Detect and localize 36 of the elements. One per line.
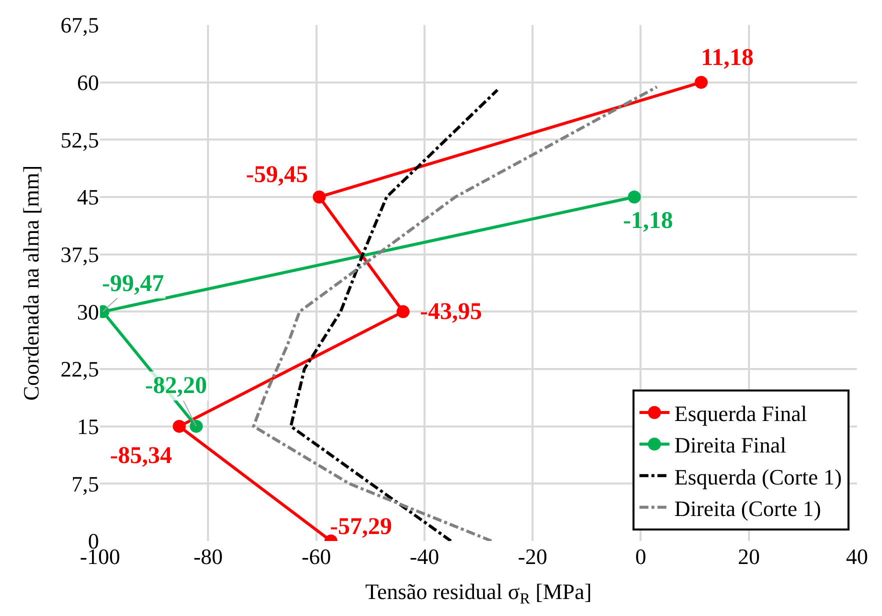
y-tick-label: 45 bbox=[77, 184, 99, 210]
x-tick-label: -60 bbox=[302, 544, 331, 569]
legend-label: Direita Final bbox=[674, 432, 786, 458]
y-tick-label: 15 bbox=[77, 414, 99, 440]
y-axis-title: Coordenada na alma [mm] bbox=[18, 165, 44, 401]
annotation: -1,18 bbox=[623, 208, 673, 234]
annotation: -85,34 bbox=[110, 443, 172, 469]
x-tick-label: -80 bbox=[193, 544, 223, 569]
y-tick-label: 60 bbox=[77, 70, 99, 96]
y-tick-label: 37,5 bbox=[60, 242, 99, 268]
legend-label: Direita (Corte 1) bbox=[674, 496, 822, 521]
x-tick-label: -20 bbox=[518, 544, 548, 569]
point bbox=[628, 190, 641, 204]
point bbox=[172, 420, 186, 433]
y-tick-label: 22,5 bbox=[60, 356, 99, 382]
x-tick-label: 0 bbox=[635, 544, 646, 569]
point bbox=[312, 190, 326, 204]
point bbox=[396, 305, 410, 318]
x-tick-label: 20 bbox=[738, 544, 760, 569]
y-tick-label: 30 bbox=[77, 299, 99, 324]
annotation: -43,95 bbox=[420, 299, 482, 325]
x-axis-title: Tensão residual σ$_{R}$ [MPa] bbox=[365, 578, 592, 608]
point bbox=[190, 420, 203, 433]
x-tick-label: -40 bbox=[410, 544, 440, 569]
x-tick-label: 40 bbox=[846, 544, 868, 569]
annotation: -99,47 bbox=[102, 271, 164, 297]
y-tick-label: 67,5 bbox=[60, 12, 99, 38]
y-tick-label: 52,5 bbox=[60, 127, 99, 152]
legend-label: Esquerda (Corte 1) bbox=[674, 464, 842, 490]
y-tick-label: 7,5 bbox=[72, 471, 99, 496]
annotation: -57,29 bbox=[330, 514, 392, 540]
annotation: -82,20 bbox=[145, 373, 207, 399]
annotation: 11,18 bbox=[701, 45, 754, 71]
legend-label: Esquerda Final bbox=[674, 401, 808, 426]
annotation: -59,45 bbox=[246, 162, 308, 188]
point bbox=[694, 76, 708, 89]
